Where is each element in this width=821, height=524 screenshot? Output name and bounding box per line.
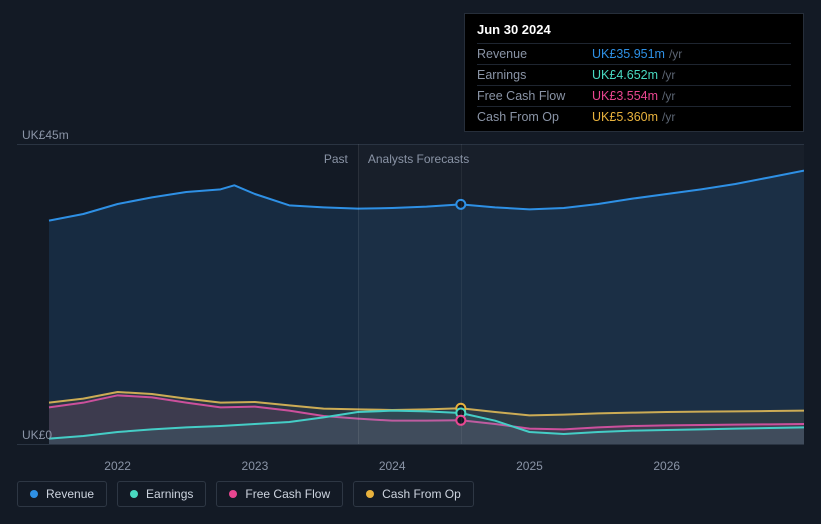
tooltip-metric-label: Free Cash Flow	[477, 89, 592, 103]
legend-label: Revenue	[46, 487, 94, 501]
legend-dot-icon	[229, 490, 237, 498]
tooltip-row: RevenueUK£35.951m/yr	[477, 43, 791, 64]
legend-dot-icon	[130, 490, 138, 498]
tooltip-metric-unit: /yr	[662, 89, 675, 103]
tooltip-metric-value: UK£5.360m	[592, 110, 658, 124]
tooltip-date: Jun 30 2024	[477, 22, 791, 43]
tooltip-row: EarningsUK£4.652m/yr	[477, 64, 791, 85]
y-axis-label: UK£0	[22, 428, 52, 442]
x-axis-label: 2025	[516, 459, 543, 473]
legend-label: Earnings	[146, 487, 193, 501]
tooltip-metric-value: UK£3.554m	[592, 89, 658, 103]
legend-label: Free Cash Flow	[245, 487, 330, 501]
tooltip-row: Free Cash FlowUK£3.554m/yr	[477, 85, 791, 106]
tooltip-metric-label: Earnings	[477, 68, 592, 82]
gridline	[17, 144, 804, 145]
legend-item-earnings[interactable]: Earnings	[117, 481, 206, 507]
forecast-label: Analysts Forecasts	[368, 152, 469, 166]
legend: Revenue Earnings Free Cash Flow Cash From O…	[17, 481, 474, 507]
hover-marker-line	[461, 144, 462, 444]
legend-item-revenue[interactable]: Revenue	[17, 481, 107, 507]
tooltip-metric-unit: /yr	[669, 47, 682, 61]
tooltip-metric-unit: /yr	[662, 68, 675, 82]
legend-item-cfo[interactable]: Cash From Op	[353, 481, 474, 507]
x-axis-label: 2022	[104, 459, 131, 473]
x-axis: 2022 2023 2024 2025 2026	[17, 459, 804, 477]
tooltip-row: Cash From OpUK£5.360m/yr	[477, 106, 791, 127]
legend-dot-icon	[366, 490, 374, 498]
legend-dot-icon	[30, 490, 38, 498]
gridline	[17, 444, 804, 445]
y-axis-label: UK£45m	[22, 128, 69, 142]
x-axis-label: 2024	[379, 459, 406, 473]
legend-label: Cash From Op	[382, 487, 461, 501]
tooltip-metric-value: UK£4.652m	[592, 68, 658, 82]
chart-tooltip: Jun 30 2024 RevenueUK£35.951m/yrEarnings…	[464, 13, 804, 132]
legend-item-fcf[interactable]: Free Cash Flow	[216, 481, 343, 507]
past-forecast-divider	[358, 144, 359, 444]
x-axis-label: 2026	[653, 459, 680, 473]
tooltip-metric-label: Cash From Op	[477, 110, 592, 124]
tooltip-metric-value: UK£35.951m	[592, 47, 665, 61]
tooltip-metric-unit: /yr	[662, 110, 675, 124]
tooltip-metric-label: Revenue	[477, 47, 592, 61]
x-axis-label: 2023	[242, 459, 269, 473]
past-label: Past	[298, 152, 348, 166]
financials-chart: UK£45m UK£0 Past Analysts Forecasts Jun 3…	[17, 17, 804, 507]
